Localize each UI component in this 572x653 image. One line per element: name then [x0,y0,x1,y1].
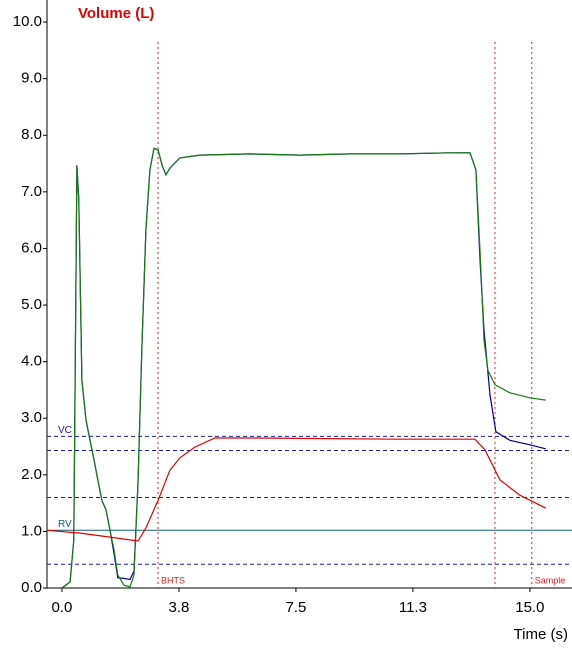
x-tick-label: 11.3 [399,599,427,616]
marker-label: Sample [535,575,566,585]
x-tick-label: 0.0 [52,599,73,616]
x-axis-label: Time (s) [514,626,568,643]
y-tick-label: 9.0 [21,70,42,87]
x-tick-label: 7.5 [286,599,307,616]
x-tick-label: 15.0 [515,599,544,616]
marker-label: BHTS [161,575,185,585]
y-tick-label: 6.0 [21,239,42,256]
y-tick-label: 3.0 [21,409,42,426]
y-tick-label: 4.0 [21,353,42,370]
reference-label: RV [58,519,72,530]
y-tick-label: 7.0 [21,183,42,200]
series-line [61,147,546,589]
series-line [61,147,546,589]
y-tick-label: 2.0 [21,466,42,483]
chart-title: Volume (L) [78,5,154,22]
reference-label: VC [58,425,72,436]
y-tick-label: 1.0 [21,522,42,539]
y-tick-label: 5.0 [21,296,42,313]
series-line [46,437,547,542]
y-tick-label: 8.0 [21,126,42,143]
y-tick-label: 0.0 [21,579,42,596]
x-tick-label: 3.8 [169,599,190,616]
y-tick-label: 10.0 [13,13,42,30]
